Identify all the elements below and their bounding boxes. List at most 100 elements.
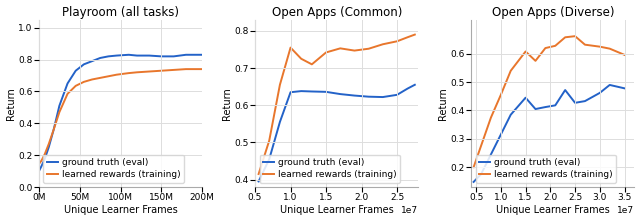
learned rewards (training) — [72, 84, 79, 87]
Line: learned rewards (training): learned rewards (training) — [474, 36, 625, 167]
ground truth (eval) — [56, 105, 63, 107]
X-axis label: Unique Learner Frames: Unique Learner Frames — [280, 205, 394, 215]
Title: Open Apps (Common): Open Apps (Common) — [271, 6, 402, 19]
ground truth (eval) — [477, 173, 485, 176]
learned rewards (training) — [411, 33, 419, 36]
learned rewards (training) — [133, 71, 141, 74]
ground truth (eval) — [287, 91, 294, 93]
ground truth (eval) — [411, 84, 419, 86]
Legend: ground truth (eval), learned rewards (training): ground truth (eval), learned rewards (tr… — [476, 154, 616, 183]
ground truth (eval) — [581, 100, 589, 102]
ground truth (eval) — [276, 121, 284, 123]
ground truth (eval) — [572, 101, 579, 104]
ground truth (eval) — [393, 93, 401, 96]
learned rewards (training) — [38, 159, 45, 162]
ground truth (eval) — [64, 82, 72, 85]
learned rewards (training) — [337, 47, 344, 50]
Legend: ground truth (eval), learned rewards (training): ground truth (eval), learned rewards (tr… — [260, 154, 400, 183]
X-axis label: Unique Learner Frames: Unique Learner Frames — [64, 205, 177, 215]
ground truth (eval) — [337, 93, 344, 95]
learned rewards (training) — [64, 93, 72, 95]
learned rewards (training) — [522, 50, 529, 53]
ground truth (eval) — [322, 91, 330, 93]
learned rewards (training) — [497, 93, 505, 96]
ground truth (eval) — [532, 108, 540, 110]
ground truth (eval) — [198, 53, 206, 56]
learned rewards (training) — [88, 78, 96, 81]
learned rewards (training) — [157, 69, 165, 72]
ground truth (eval) — [298, 90, 305, 92]
ground truth (eval) — [541, 106, 549, 108]
learned rewards (training) — [287, 46, 294, 49]
Legend: ground truth (eval), learned rewards (training): ground truth (eval), learned rewards (tr… — [44, 154, 184, 183]
ground truth (eval) — [552, 104, 559, 107]
Line: ground truth (eval): ground truth (eval) — [259, 85, 415, 181]
ground truth (eval) — [41, 158, 49, 160]
learned rewards (training) — [477, 145, 485, 147]
learned rewards (training) — [198, 68, 206, 70]
ground truth (eval) — [80, 63, 88, 66]
ground truth (eval) — [145, 54, 153, 57]
learned rewards (training) — [97, 76, 104, 79]
ground truth (eval) — [621, 87, 628, 90]
learned rewards (training) — [552, 44, 559, 47]
ground truth (eval) — [365, 95, 372, 98]
learned rewards (training) — [581, 43, 589, 46]
Line: learned rewards (training): learned rewards (training) — [39, 69, 202, 164]
ground truth (eval) — [487, 153, 495, 156]
ground truth (eval) — [170, 55, 177, 58]
learned rewards (training) — [56, 111, 63, 113]
learned rewards (training) — [379, 43, 387, 46]
Line: ground truth (eval): ground truth (eval) — [39, 55, 202, 171]
ground truth (eval) — [379, 96, 387, 98]
learned rewards (training) — [308, 63, 316, 66]
ground truth (eval) — [308, 90, 316, 93]
learned rewards (training) — [596, 45, 604, 48]
learned rewards (training) — [365, 47, 372, 50]
ground truth (eval) — [50, 128, 58, 131]
ground truth (eval) — [133, 54, 141, 57]
learned rewards (training) — [298, 57, 305, 60]
ground truth (eval) — [351, 94, 358, 97]
Y-axis label: Return: Return — [438, 87, 448, 120]
ground truth (eval) — [255, 180, 262, 183]
learned rewards (training) — [170, 69, 177, 71]
learned rewards (training) — [35, 163, 43, 165]
learned rewards (training) — [182, 68, 190, 70]
Line: ground truth (eval): ground truth (eval) — [474, 85, 625, 182]
learned rewards (training) — [572, 35, 579, 38]
ground truth (eval) — [38, 165, 45, 168]
learned rewards (training) — [561, 36, 569, 39]
learned rewards (training) — [507, 69, 515, 72]
X-axis label: Unique Learner Frames: Unique Learner Frames — [496, 205, 610, 215]
learned rewards (training) — [190, 68, 198, 70]
learned rewards (training) — [113, 73, 120, 76]
ground truth (eval) — [125, 53, 132, 56]
ground truth (eval) — [596, 91, 604, 94]
ground truth (eval) — [522, 96, 529, 99]
ground truth (eval) — [470, 181, 477, 183]
ground truth (eval) — [35, 170, 43, 172]
ground truth (eval) — [561, 89, 569, 91]
ground truth (eval) — [157, 55, 165, 58]
learned rewards (training) — [41, 153, 49, 156]
learned rewards (training) — [104, 75, 112, 78]
ground truth (eval) — [97, 57, 104, 59]
learned rewards (training) — [145, 70, 153, 73]
learned rewards (training) — [532, 59, 540, 62]
ground truth (eval) — [88, 60, 96, 63]
learned rewards (training) — [266, 139, 273, 142]
ground truth (eval) — [113, 54, 120, 57]
Title: Open Apps (Diverse): Open Apps (Diverse) — [492, 6, 614, 19]
ground truth (eval) — [190, 53, 198, 56]
learned rewards (training) — [487, 116, 495, 119]
ground truth (eval) — [182, 53, 190, 56]
learned rewards (training) — [50, 128, 58, 131]
Y-axis label: Return: Return — [6, 87, 15, 120]
ground truth (eval) — [606, 84, 614, 86]
learned rewards (training) — [470, 166, 477, 168]
ground truth (eval) — [104, 55, 112, 58]
Y-axis label: Return: Return — [221, 87, 232, 120]
learned rewards (training) — [255, 173, 262, 175]
learned rewards (training) — [606, 47, 614, 50]
